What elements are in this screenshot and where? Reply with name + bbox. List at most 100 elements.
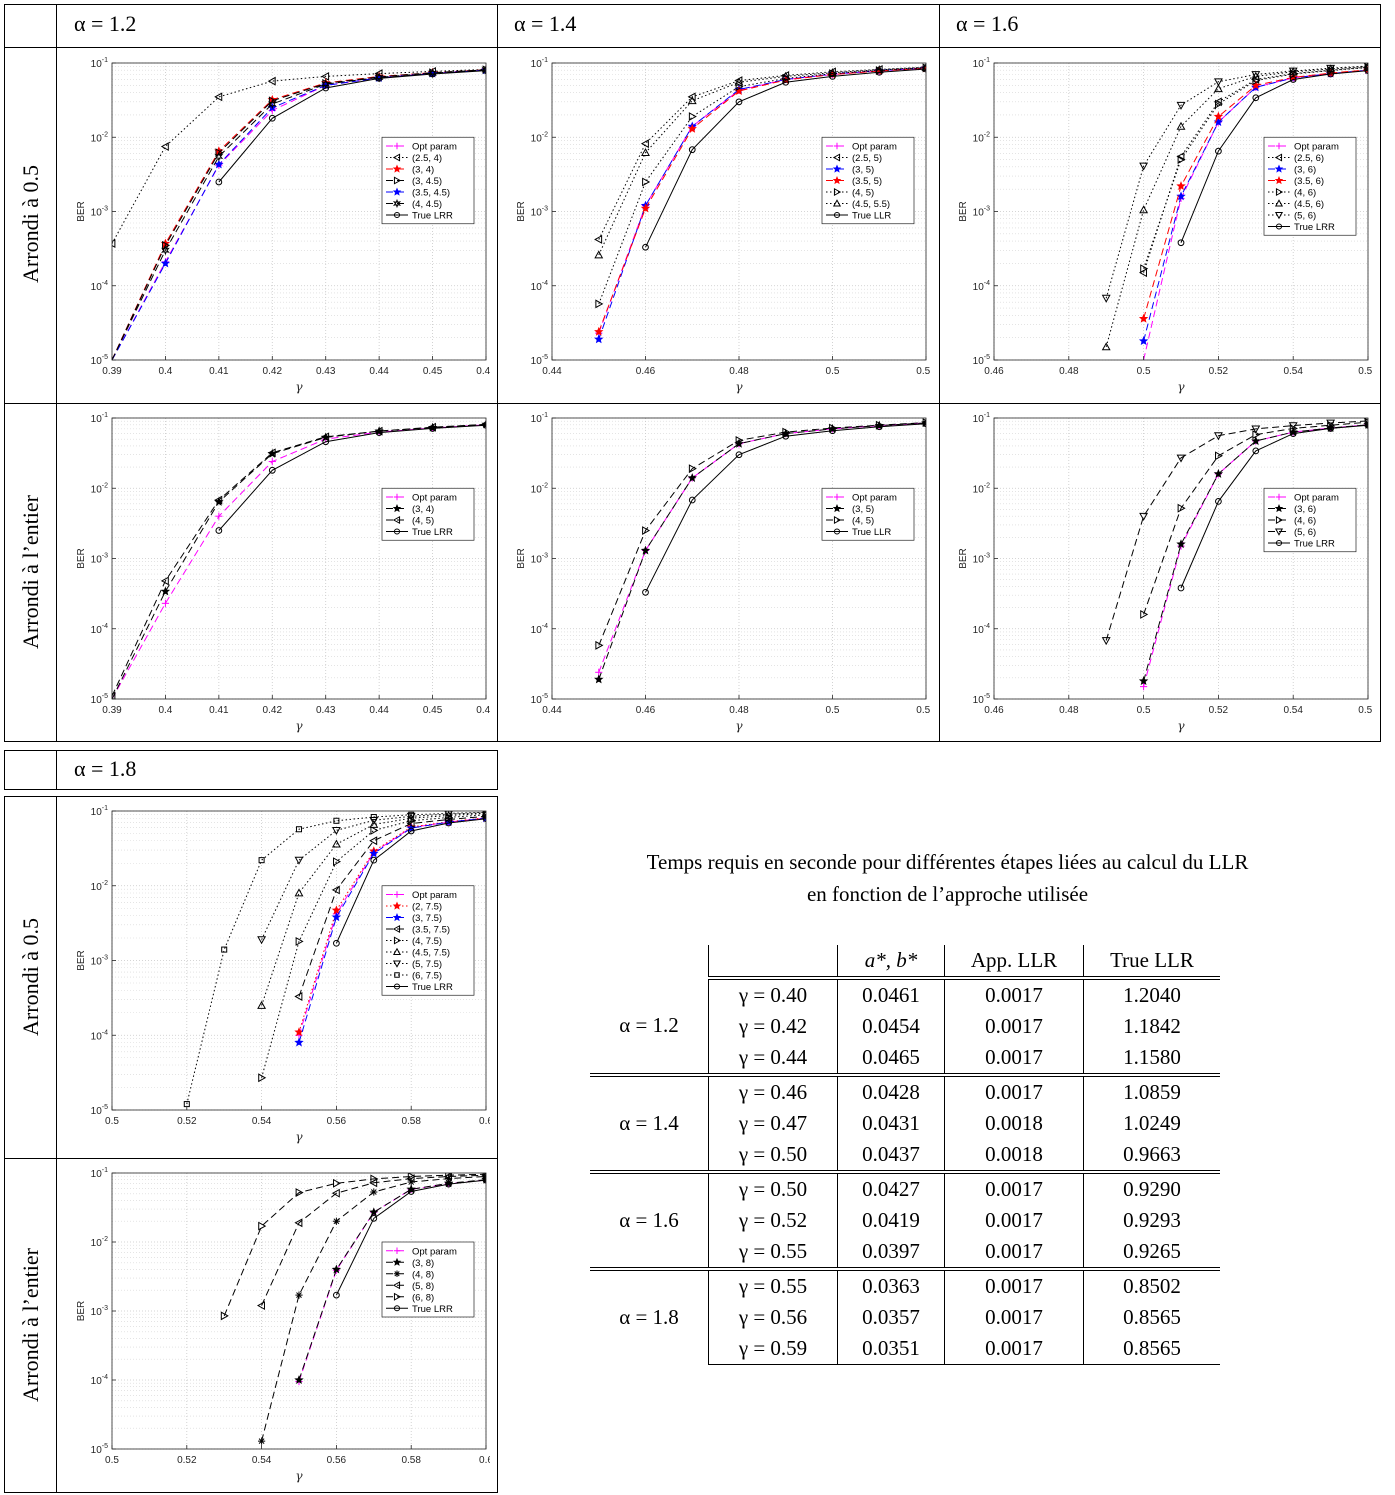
x-tick-label: 0.44 [369,366,389,377]
legend-item: Opt param [386,493,457,504]
table-alpha-cell: α = 1.4 [590,1073,709,1172]
plot-alpha-1-4-int: 10-510-410-310-210-10.440.460.480.50.52γ… [516,412,930,733]
data-point [160,586,171,596]
legend-item: (3, 7.5) [386,912,442,924]
legend-label: True LRR [412,1304,453,1315]
legend-item: (3, 4.5) [386,176,442,187]
data-point [688,112,697,122]
table-row: γ = 0.50 0.0437 0.0018 0.9663 [590,1139,1220,1172]
series-line [1180,424,1368,589]
legend-label: (2.5, 5) [852,153,882,164]
row-label-half-top: Arrondi à 0.5 [18,165,43,283]
data-point [429,70,436,78]
data-point [295,936,304,946]
x-tick-label: 0.39 [102,705,122,716]
x-tick-label: 0.46 [636,705,656,716]
legend-item: (4, 4.5) [386,198,442,210]
data-point [1176,191,1186,201]
y-axis-label: BER [958,548,969,569]
series-line [645,68,926,248]
legend-item: True LRR [386,982,453,993]
series-true-lrr [1177,421,1368,592]
legend-item: (3, 8) [386,1257,434,1269]
data-point [1326,64,1336,73]
data-point [482,811,486,816]
data-point [294,856,304,865]
data-point [829,73,836,80]
table-true-cell: 1.1842 [1083,1011,1220,1042]
data-point [268,457,276,466]
data-point [640,203,651,213]
data-point [369,1207,379,1217]
legend-item: True LRR [1268,222,1335,233]
row-label-half-bottom: Arrondi à 0.5 [18,918,43,1036]
legend-label: Opt param [852,142,897,153]
series-group [594,63,926,344]
data-point [369,848,379,858]
legend-label: (3, 4) [412,165,434,176]
legend-label: (6, 7.5) [412,971,442,982]
table-true-cell: 0.9265 [1083,1236,1220,1269]
x-tick-label: 0.48 [1059,366,1079,377]
data-point [406,819,415,828]
legend-item: (3, 5) [826,503,874,515]
data-point [160,258,171,268]
legend-label: (5, 7.5) [412,959,442,970]
data-point [1177,155,1186,165]
legend-label: (2, 7.5) [412,902,442,913]
table-row: α = 1.6 γ = 0.50 0.0427 0.0017 0.9290 [590,1170,1220,1269]
data-point [1139,162,1149,171]
legend-item: (2.5, 5) [826,153,882,164]
legend-label: True LLR [852,527,891,538]
row-label-int-top: Arrondi à l’entier [18,495,43,649]
data-point [1140,264,1149,274]
legend-label: (4, 5) [852,188,874,199]
data-point [370,856,378,864]
data-point [641,148,650,157]
x-tick-label: 0.44 [542,705,562,716]
x-tick-label: 0.56 [1358,705,1372,716]
data-point [782,78,790,86]
y-tick-label: 10-4 [91,1029,108,1042]
data-point [595,640,604,650]
table-true-cell: 0.9293 [1083,1205,1220,1236]
data-point [268,466,276,474]
table-ab-cell: 0.0428 [837,1073,945,1108]
x-axis-label: γ [735,380,743,394]
x-tick-label: 0.56 [327,1116,347,1127]
data-point [688,496,696,504]
table-header-cell: True LLR [1083,945,1220,980]
x-tick-label: 0.46 [636,366,656,377]
legend-label: True LRR [412,527,453,538]
data-point [1326,419,1336,428]
table-true-cell: 0.9663 [1083,1139,1220,1172]
grid-plot-cell-6 [939,403,1381,742]
data-point [220,1311,229,1321]
table-gamma-cell: γ = 0.55 [708,1267,838,1302]
data-point [735,451,743,459]
data-point [294,1218,303,1228]
data-point [161,599,170,607]
data-point [322,84,330,92]
legend-item: (5, 8) [386,1281,434,1292]
data-point [445,1180,452,1188]
y-tick-label: 10-4 [531,623,548,636]
data-point [214,159,224,169]
legend-item: (4, 5) [826,516,874,527]
x-axis-label: γ [295,1130,303,1144]
table-caption-line-2: en fonction de l’approche utilisée [806,882,1089,906]
x-tick-label: 0.54 [252,1116,272,1127]
table-ab-cell: 0.0437 [837,1139,945,1172]
data-point [406,813,416,822]
table-gamma-cell: γ = 0.52 [708,1205,838,1236]
table-row: γ = 0.55 0.0397 0.0017 0.9265 [590,1236,1220,1269]
legend-item: (2, 7.5) [386,901,442,913]
series-group [112,64,486,360]
table-app-cell: 0.0017 [944,978,1084,1011]
data-point [370,1174,379,1184]
data-point [1213,78,1223,87]
legend-item: (4, 6) [1268,516,1316,527]
legend-label: (3, 8) [412,1258,434,1269]
x-axis-label: γ [735,719,743,733]
header-alpha-1-8: α = 1.8 [74,756,137,781]
